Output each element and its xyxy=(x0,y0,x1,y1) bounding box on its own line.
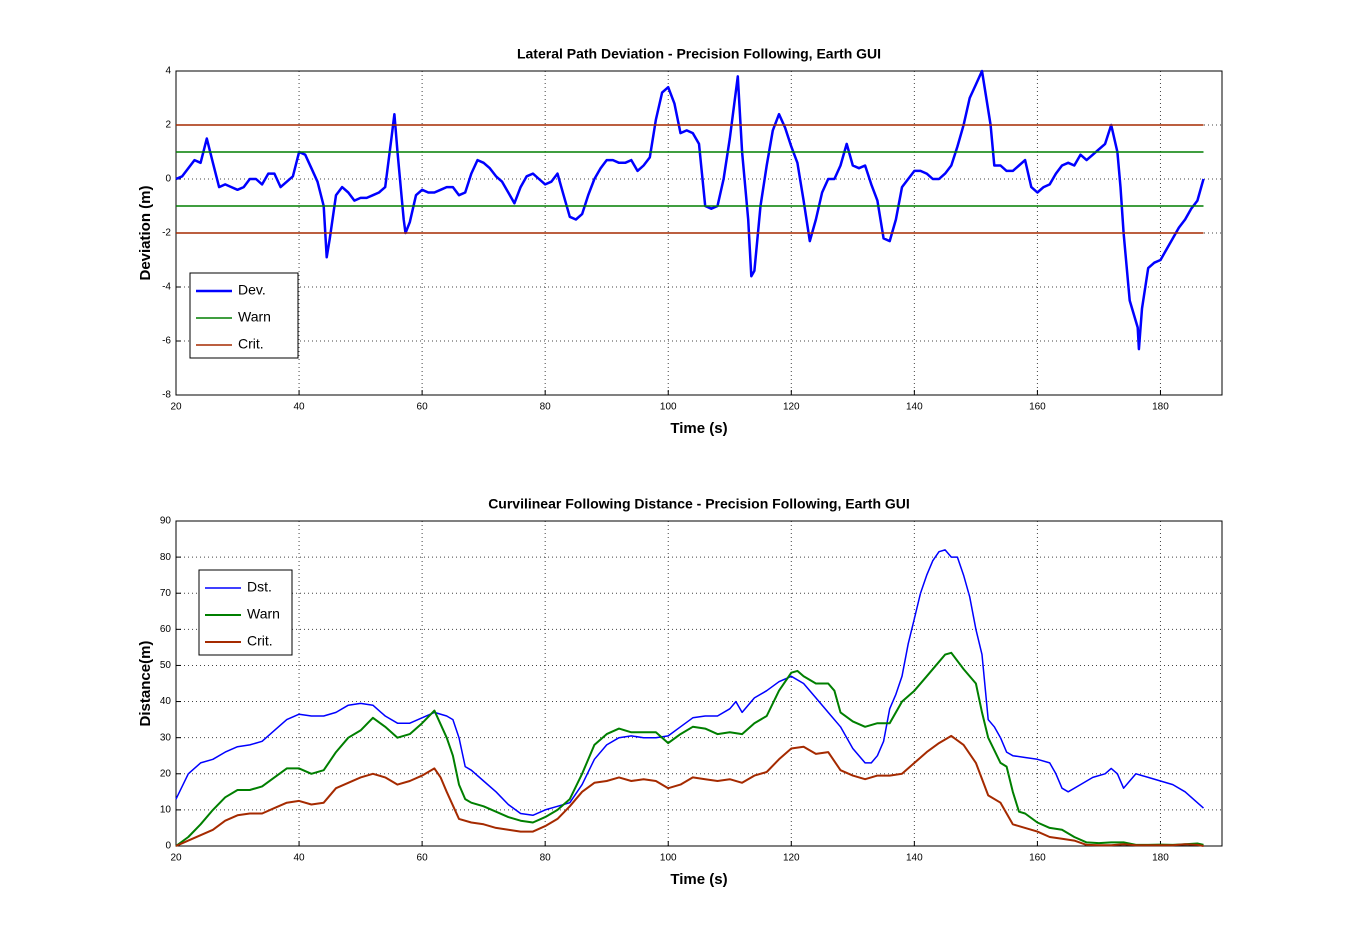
legend-label: Warn xyxy=(238,309,271,325)
x-tick-label: 40 xyxy=(293,853,305,864)
y-tick-label: 0 xyxy=(165,174,171,185)
axes-frame xyxy=(175,520,1223,847)
y-tick-label: 80 xyxy=(160,552,172,563)
x-tick-label: 180 xyxy=(1152,402,1169,413)
x-tick-label: 20 xyxy=(170,402,182,413)
x-tick-label: 20 xyxy=(170,853,182,864)
y-axis-label: Distance(m) xyxy=(137,641,154,727)
x-tick-label: 120 xyxy=(783,402,800,413)
x-tick-label: 160 xyxy=(1029,402,1046,413)
x-tick-label: 140 xyxy=(906,402,923,413)
x-tick-label: 180 xyxy=(1152,853,1169,864)
y-tick-label: 4 xyxy=(165,66,171,77)
y-tick-label: 70 xyxy=(160,588,172,599)
x-tick-label: 60 xyxy=(417,853,429,864)
x-tick-label: 100 xyxy=(660,853,677,864)
y-tick-label: 30 xyxy=(160,732,172,743)
x-tick-label: 120 xyxy=(783,853,800,864)
y-axis-label: Deviation (m) xyxy=(137,185,154,280)
legend-label: Crit. xyxy=(247,633,273,649)
series-line xyxy=(175,549,1204,817)
y-tick-label: 90 xyxy=(160,516,172,527)
y-tick-label: -4 xyxy=(162,282,171,293)
series-line xyxy=(175,651,1204,847)
y-tick-label: -6 xyxy=(162,336,171,347)
x-tick-label: 160 xyxy=(1029,853,1046,864)
y-tick-label: 2 xyxy=(165,120,171,131)
y-tick-label: 20 xyxy=(160,768,172,779)
y-tick-label: 40 xyxy=(160,696,172,707)
x-axis-label: Time (s) xyxy=(670,420,727,437)
y-tick-label: -8 xyxy=(162,390,171,401)
legend-label: Warn xyxy=(247,606,280,622)
chart-title: Lateral Path Deviation - Precision Follo… xyxy=(517,46,881,62)
x-tick-label: 100 xyxy=(660,402,677,413)
legend-box xyxy=(198,569,293,656)
y-tick-label: -2 xyxy=(162,228,171,239)
series-line xyxy=(175,734,1204,847)
x-tick-label: 80 xyxy=(540,853,552,864)
x-tick-label: 80 xyxy=(540,402,552,413)
y-tick-label: 60 xyxy=(160,624,172,635)
x-tick-label: 60 xyxy=(417,402,429,413)
x-tick-label: 140 xyxy=(906,853,923,864)
x-tick-label: 40 xyxy=(293,402,305,413)
legend-label: Dst. xyxy=(247,579,272,595)
legend-label: Dev. xyxy=(238,282,266,298)
legend-label: Crit. xyxy=(238,336,264,352)
legend-box xyxy=(189,272,299,359)
y-tick-label: 10 xyxy=(160,805,172,816)
x-axis-label: Time (s) xyxy=(670,871,727,888)
series-line xyxy=(175,69,1205,351)
y-tick-label: 0 xyxy=(165,841,171,852)
y-tick-label: 50 xyxy=(160,660,172,671)
plot-area xyxy=(176,521,1222,846)
chart-title: Curvilinear Following Distance - Precisi… xyxy=(488,496,910,512)
